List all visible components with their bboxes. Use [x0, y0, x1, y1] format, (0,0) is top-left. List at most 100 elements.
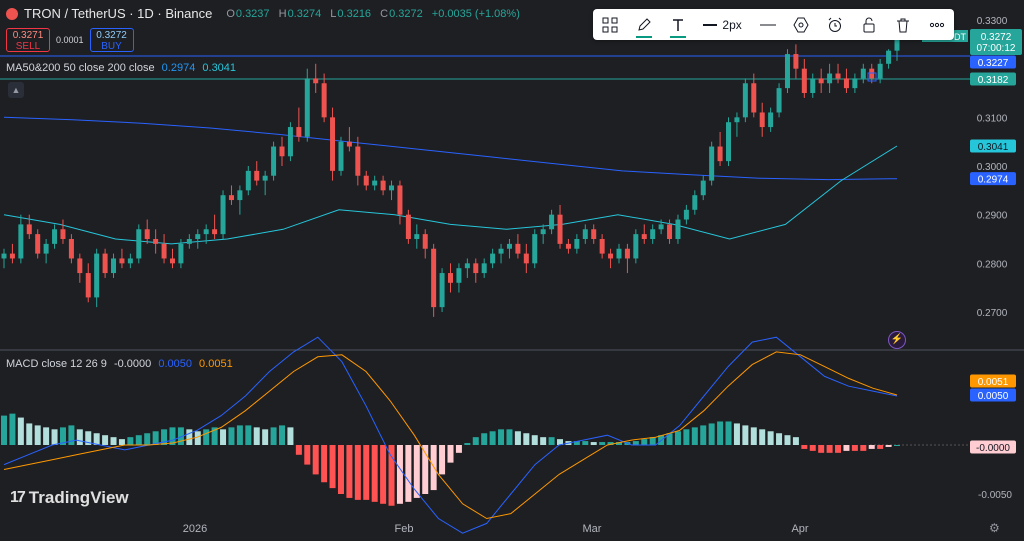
time-label: Mar	[583, 523, 602, 535]
alarm-icon[interactable]	[822, 12, 848, 38]
candle-body	[245, 170, 251, 191]
signal-price-label: 0.0051	[978, 377, 1009, 388]
candle-body	[18, 224, 24, 259]
candle-body	[835, 73, 841, 79]
candle-body	[77, 258, 83, 274]
candle-body	[692, 195, 698, 210]
candle-body	[212, 229, 218, 235]
low-value: 0.3216	[337, 7, 372, 20]
tradingview-logo-icon: 17	[10, 489, 26, 506]
macd-histogram-bar	[9, 413, 16, 445]
macd-histogram-bar	[717, 421, 724, 445]
time-label: 2026	[183, 523, 207, 535]
macd-histogram-bar	[363, 445, 370, 500]
candle-body	[43, 243, 49, 254]
macd-hist-value: -0.0000	[113, 358, 152, 370]
candle-body	[178, 243, 184, 264]
collapse-legend-icon[interactable]: ▲	[8, 82, 24, 98]
symbol-header: TRON / TetherUS · 1D · Binance O0.3237 H…	[6, 6, 526, 21]
sell-button[interactable]: 0.3271 SELL	[6, 28, 50, 52]
macd-histogram-bar	[826, 445, 833, 453]
more-icon[interactable]	[924, 12, 950, 38]
macd-histogram-bar	[34, 425, 41, 445]
candle-body	[405, 214, 411, 239]
macd-histogram-bar	[203, 429, 210, 445]
macd-histogram-bar	[135, 435, 142, 445]
macd-histogram-bar	[868, 445, 875, 449]
buy-label: BUY	[101, 41, 122, 52]
candle-body	[582, 229, 588, 239]
pencil-icon[interactable]	[631, 12, 657, 38]
ma-legend[interactable]: MA50&200 50 close 200 close 0.2974 0.304…	[6, 62, 236, 74]
candle-body	[490, 253, 496, 264]
macd-histogram-bar	[388, 445, 395, 506]
line-width-icon[interactable]: 2px	[699, 12, 747, 38]
macd-histogram-bar	[396, 445, 403, 504]
candle-body	[330, 117, 336, 171]
candle-body	[464, 263, 470, 269]
trash-icon[interactable]	[890, 12, 916, 38]
candle-body	[68, 239, 74, 259]
line-style-icon[interactable]	[755, 12, 781, 38]
layout-icon[interactable]	[597, 12, 623, 38]
price-tick-label: 0.3100	[977, 113, 1008, 124]
series-label-text: DT	[954, 32, 966, 42]
time-label: Apr	[791, 523, 808, 535]
countdown-label: 07:00:12	[977, 43, 1016, 54]
macd-histogram-bar	[380, 445, 387, 504]
macd-histogram-bar	[287, 427, 294, 445]
macd-histogram-bar	[649, 437, 656, 445]
ma200-value: 0.3041	[202, 62, 237, 74]
candle-body	[254, 170, 260, 181]
hexagon-icon[interactable]	[788, 12, 814, 38]
candle-body	[456, 268, 462, 283]
price-tick-label: 0.2800	[977, 259, 1008, 270]
candle-body	[540, 229, 546, 235]
macd-histogram-bar	[607, 442, 614, 445]
candle-body	[363, 175, 369, 186]
macd-histogram-bar	[573, 441, 580, 445]
macd-histogram-bar	[186, 429, 193, 445]
candle-body	[296, 127, 302, 137]
macd-histogram-bar	[851, 445, 858, 451]
signal-price-label-box	[970, 374, 1016, 388]
macd-histogram-bar	[776, 433, 783, 445]
lightning-icon[interactable]: ⚡	[888, 331, 906, 349]
candle-body	[869, 68, 875, 79]
macd-histogram-bar	[801, 445, 808, 449]
macd-histogram-bar	[464, 443, 471, 445]
high-key: H	[278, 7, 287, 20]
macd-legend[interactable]: MACD close 12 26 9 -0.0000 0.0050 0.0051	[6, 358, 233, 370]
candle-body	[195, 234, 201, 239]
macd-histogram-bar	[590, 442, 597, 445]
tradingview-watermark[interactable]: 17 TradingView	[10, 488, 129, 508]
macd-histogram-bar	[557, 439, 564, 445]
buy-button[interactable]: 0.3272 BUY	[89, 28, 134, 52]
candle-body	[439, 273, 445, 308]
candle-body	[532, 234, 538, 264]
ma200-line	[3, 116, 898, 181]
symbol-title[interactable]: TRON / TetherUS · 1D · Binance	[24, 6, 213, 21]
candle-body	[414, 234, 420, 239]
macd-histogram-bar	[228, 427, 235, 445]
macd-histogram-bar	[894, 445, 900, 446]
candle-body	[102, 253, 108, 274]
candle-body	[742, 83, 748, 118]
lock-icon[interactable]	[856, 12, 882, 38]
macd-series	[1, 336, 900, 534]
price-tick-label: 0.3000	[977, 162, 1008, 173]
macd-histogram-bar	[194, 431, 201, 445]
watermark-text: TradingView	[28, 488, 129, 507]
macd-histogram-bar	[161, 429, 168, 445]
candle-body	[144, 229, 150, 239]
macd-histogram-bar	[68, 425, 75, 445]
candle-body	[641, 234, 647, 239]
macd-histogram-bar	[169, 427, 176, 445]
macd-histogram-bar	[540, 437, 547, 445]
text-icon[interactable]	[665, 12, 691, 38]
settings-icon[interactable]: ⚙	[989, 521, 1000, 535]
macd-histogram-bar	[85, 431, 92, 445]
candle-body	[380, 180, 386, 191]
macd-histogram-bar	[211, 427, 218, 445]
